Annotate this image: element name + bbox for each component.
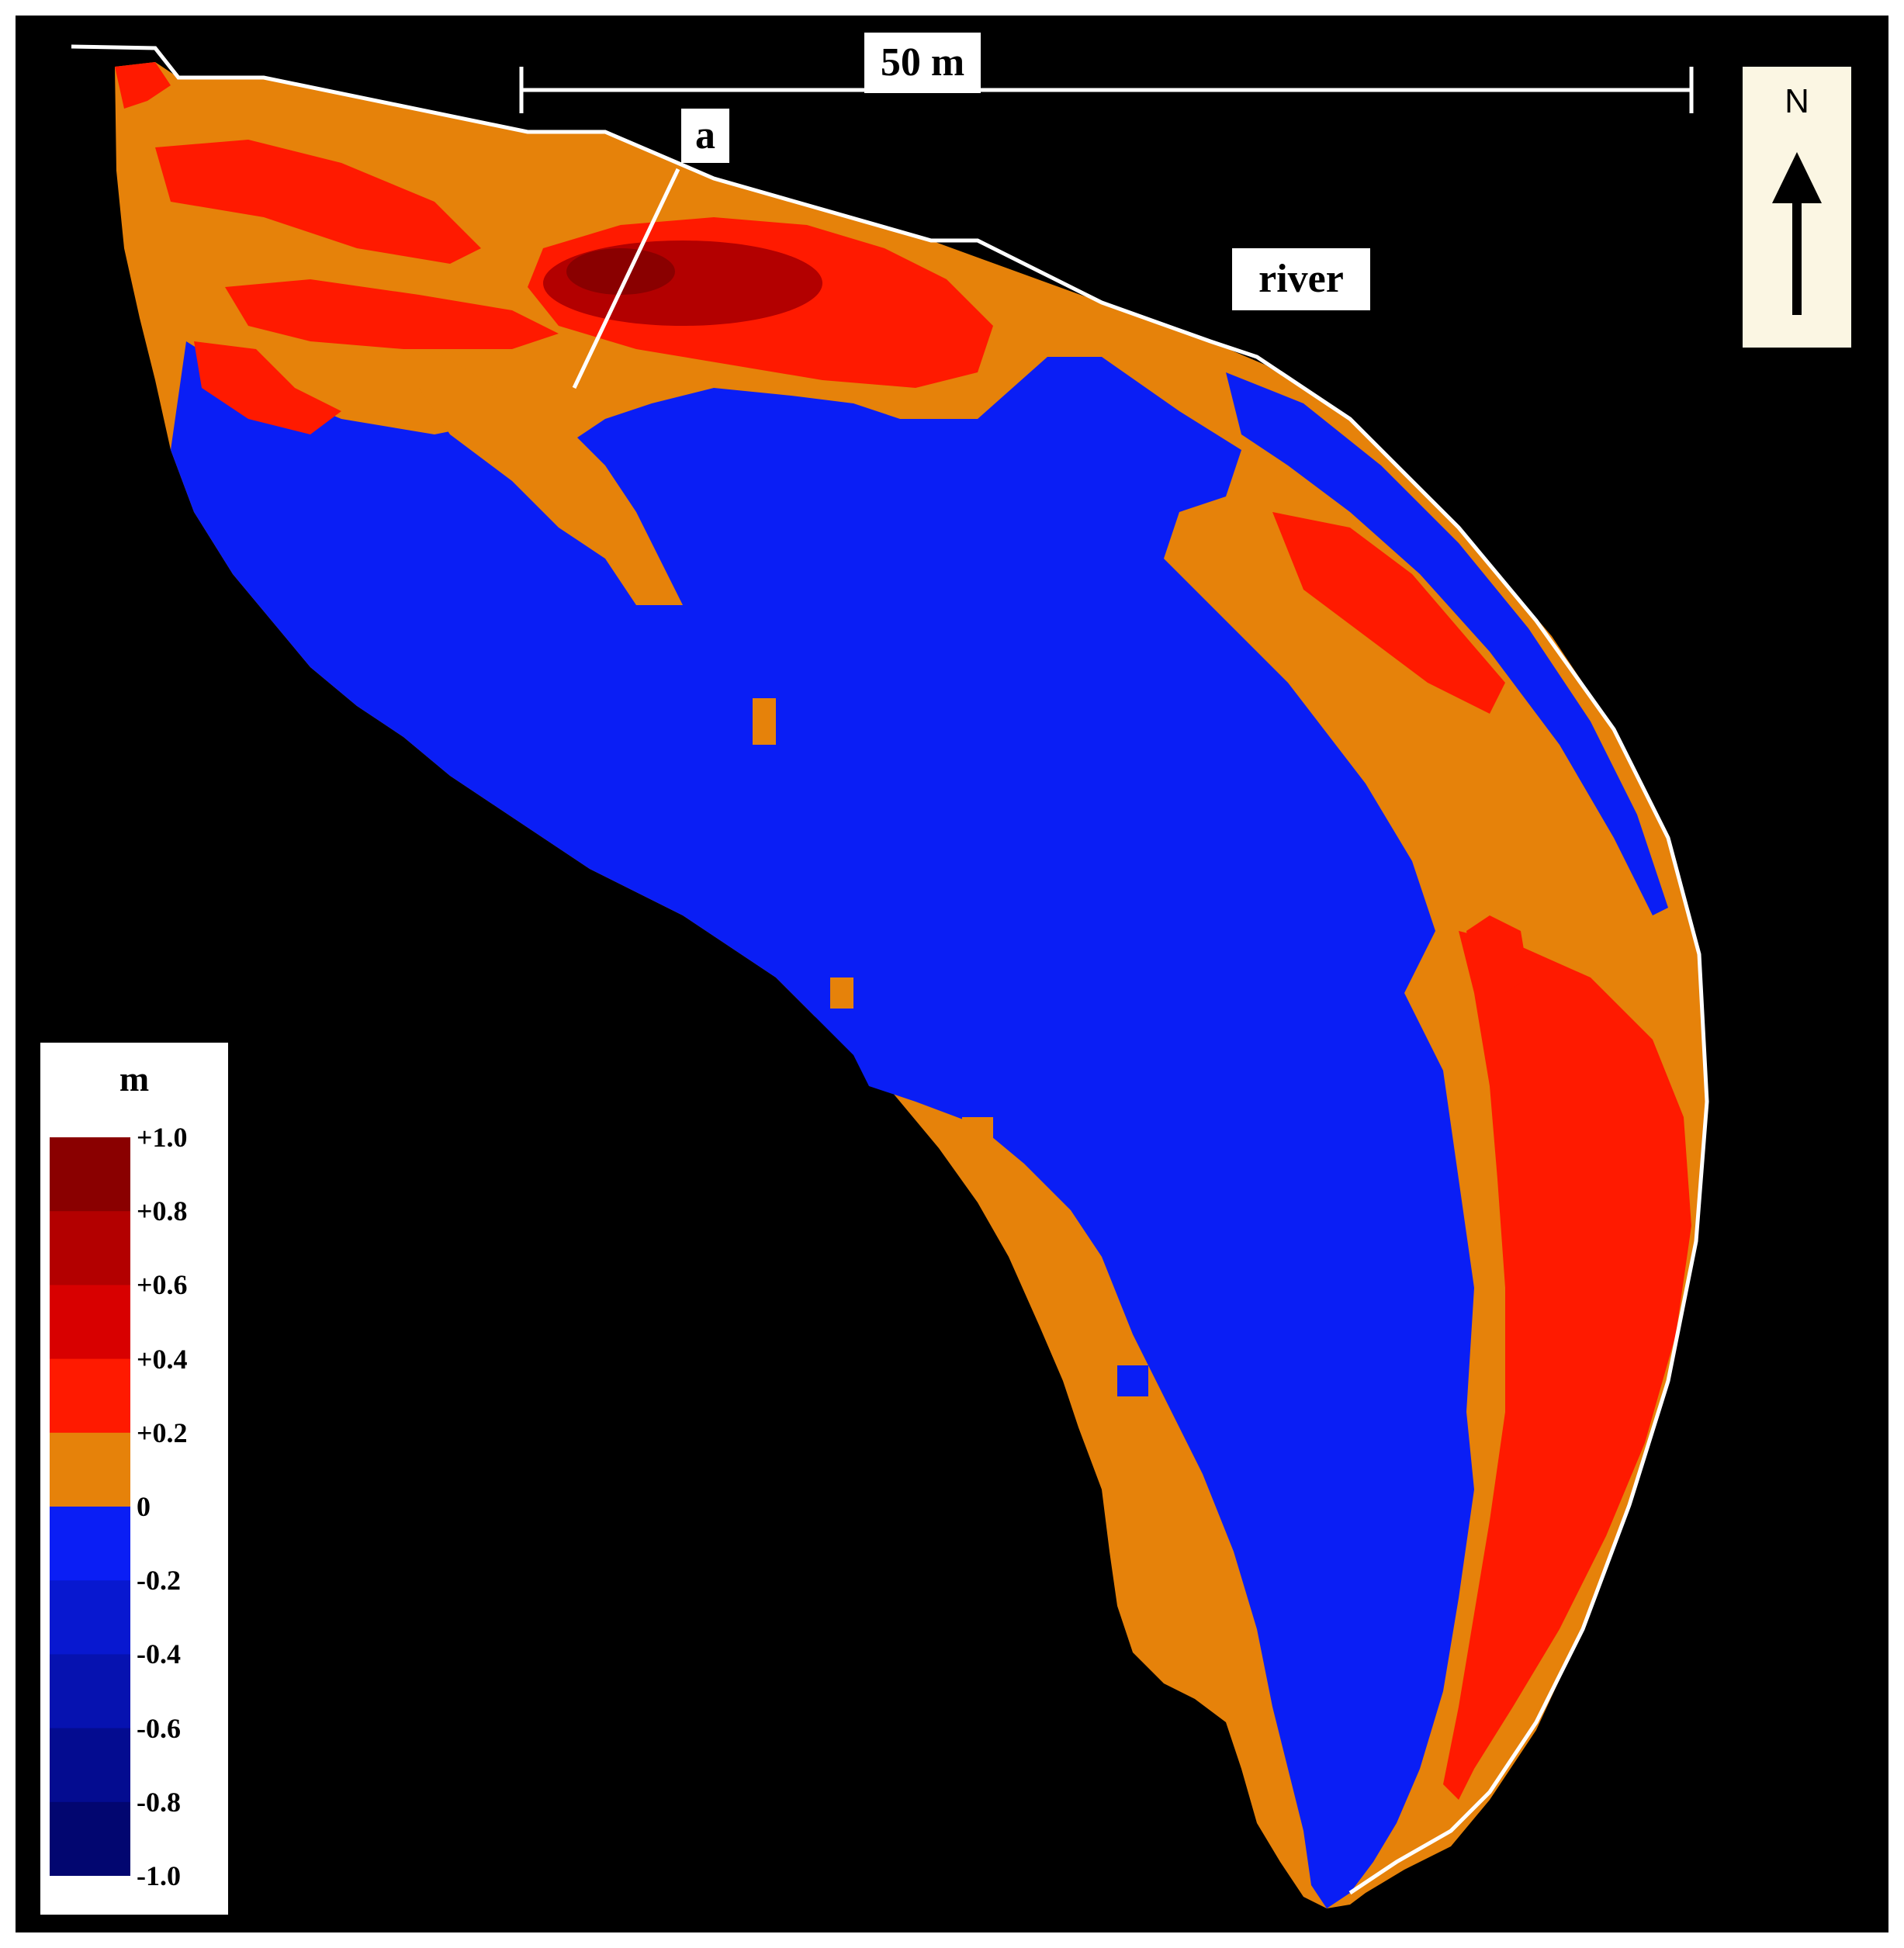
legend-swatch: [50, 1137, 130, 1212]
patch: [962, 1117, 993, 1148]
map-frame: 50 m a river N m +1.0 +0.8 +0.6 +0.4 +0.2 0 -0…: [16, 16, 1888, 1932]
legend-tick-label: -1.0: [137, 1860, 181, 1891]
peak-deposition-core: [566, 248, 675, 295]
red-east-mid: [1466, 915, 1528, 993]
red-east-lower: [1443, 931, 1691, 1800]
color-legend: m +1.0 +0.8 +0.6 +0.4 +0.2 0 -0.2 -0.4 -0.6 -0.8 -…: [40, 1043, 228, 1915]
legend-tick-label: -0.4: [137, 1638, 181, 1670]
legend-tick-label: 0: [137, 1491, 151, 1522]
legend-swatch: [50, 1507, 130, 1581]
profile-label-a: a: [681, 109, 729, 163]
legend-swatch: [50, 1654, 130, 1729]
legend-tick-label: -0.8: [137, 1786, 181, 1818]
legend-swatch: [50, 1580, 130, 1655]
scale-bar-label: 50 m: [864, 33, 981, 93]
legend-swatch: [50, 1801, 130, 1876]
patch: [1117, 1365, 1148, 1396]
profile-line-a: [572, 168, 680, 389]
north-letter: N: [1785, 82, 1809, 120]
legend-tick-label: +0.2: [137, 1417, 188, 1448]
orange-tongue: [419, 341, 683, 605]
legend-swatch: [50, 1728, 130, 1803]
red-band-2: [225, 279, 559, 349]
elevation-change-map: [71, 44, 1709, 1908]
red-east-upper: [1272, 512, 1505, 714]
river-label: river: [1232, 248, 1370, 310]
patch: [1055, 1117, 1071, 1140]
river-bank-line: [71, 44, 1709, 1895]
north-arrow-box: N: [1743, 67, 1851, 348]
legend-tick-label: +0.4: [137, 1343, 188, 1375]
scale-bar: [519, 67, 1694, 113]
legend-swatch: [50, 1358, 130, 1434]
legend-tick-label: +1.0: [137, 1122, 188, 1153]
legend-swatch: [50, 1211, 130, 1285]
red-tip: [115, 62, 171, 109]
legend-tick-label: -0.2: [137, 1565, 181, 1597]
patch: [753, 698, 776, 745]
red-band-1: [155, 140, 481, 264]
north-arrow-icon: [1772, 152, 1822, 315]
patch: [830, 977, 853, 1009]
legend-color-bar: [50, 1137, 130, 1876]
legend-swatch: [50, 1432, 130, 1507]
legend-swatch: [50, 1285, 130, 1360]
erosion-area: [171, 341, 1474, 1908]
legend-tick-label: +0.6: [137, 1269, 188, 1301]
red-band-3: [194, 341, 341, 434]
legend-unit: m: [119, 1059, 150, 1099]
legend-tick-label: +0.8: [137, 1195, 188, 1227]
outer-bank-erosion: [1226, 372, 1668, 915]
legend-tick-label: -0.6: [137, 1712, 181, 1744]
